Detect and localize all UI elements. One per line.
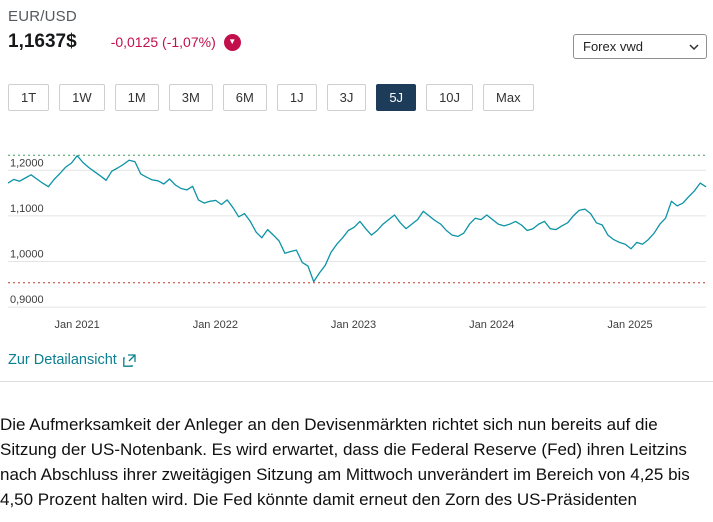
- svg-text:1,1000: 1,1000: [10, 203, 44, 215]
- range-button-1M[interactable]: 1M: [114, 84, 159, 111]
- price-row: 1,1637$ -0,0125 (-1,07%) ▼: [8, 31, 241, 53]
- range-button-6M[interactable]: 6M: [222, 84, 267, 111]
- svg-text:0,9000: 0,9000: [10, 294, 44, 306]
- range-button-1W[interactable]: 1W: [59, 84, 105, 111]
- svg-text:Jan 2023: Jan 2023: [331, 319, 376, 331]
- svg-text:Jan 2022: Jan 2022: [193, 319, 238, 331]
- price-chart[interactable]: 1,2000 1,1000 1,0000 0,9000 Jan 2021 Jan 2022…: [0, 142, 713, 338]
- range-button-3M[interactable]: 3M: [168, 84, 213, 111]
- range-button-1J[interactable]: 1J: [276, 84, 317, 111]
- svg-text:1,0000: 1,0000: [10, 249, 44, 261]
- external-link-icon: [122, 353, 136, 367]
- range-button-1T[interactable]: 1T: [8, 84, 50, 111]
- chevron-down-icon: [689, 43, 699, 50]
- range-button-Max[interactable]: Max: [483, 84, 534, 111]
- svg-text:Jan 2024: Jan 2024: [469, 319, 514, 331]
- article-text: Die Aufmerksamkeit der Anleger an den De…: [0, 415, 690, 509]
- range-button-5J[interactable]: 5J: [376, 84, 417, 111]
- svg-text:Jan 2025: Jan 2025: [607, 319, 652, 331]
- range-button-3J[interactable]: 3J: [326, 84, 367, 111]
- detail-link[interactable]: Zur Detailansicht: [8, 352, 136, 368]
- detail-link-label: Zur Detailansicht: [8, 352, 117, 368]
- arrow-down-circle-icon: ▼: [223, 33, 241, 51]
- svg-text:1,2000: 1,2000: [10, 157, 44, 169]
- source-select[interactable]: Forex vwd: [573, 34, 707, 59]
- instrument-name: EUR/USD: [8, 8, 77, 25]
- range-button-10J[interactable]: 10J: [426, 84, 474, 111]
- source-select-value: Forex vwd: [583, 39, 643, 54]
- divider: [0, 381, 713, 382]
- last-price: 1,1637$: [8, 31, 77, 52]
- range-buttons: 1T 1W 1M 3M 6M 1J 3J 5J 10J Max: [8, 84, 534, 111]
- svg-text:Jan 2021: Jan 2021: [54, 319, 99, 331]
- price-change: -0,0125 (-1,07%): [110, 34, 216, 50]
